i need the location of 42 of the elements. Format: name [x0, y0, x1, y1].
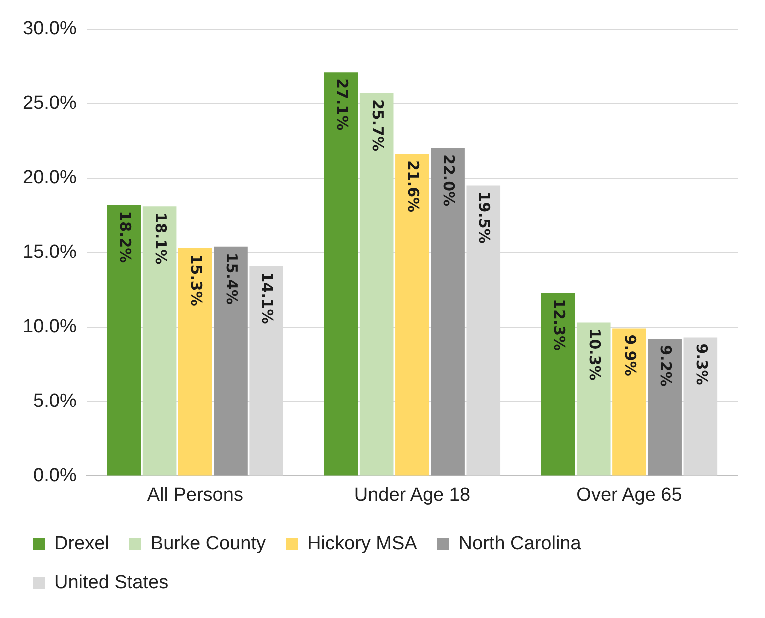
bar	[576, 322, 611, 476]
data-label: 18.1%	[152, 212, 170, 265]
data-label: 22.0%	[440, 154, 458, 207]
legend-label: Hickory MSA	[308, 534, 418, 555]
x-tick-label: Under Age 18	[354, 484, 471, 506]
y-tick-label: 15.0%	[23, 242, 77, 264]
data-label: 9.9%	[622, 334, 640, 376]
data-label: 19.5%	[476, 192, 494, 244]
bar	[178, 248, 212, 476]
y-tick-label: 5.0%	[34, 390, 77, 412]
bar	[648, 339, 682, 476]
bar	[142, 206, 177, 476]
y-tick-label: 0.0%	[34, 465, 77, 486]
bar	[612, 328, 646, 476]
data-label: 10.3%	[586, 328, 604, 381]
data-label: 14.1%	[258, 272, 277, 324]
x-tick-label: All Persons	[147, 484, 244, 506]
data-label: 21.6%	[404, 160, 423, 213]
bar	[214, 246, 248, 476]
y-tick-label: 20.0%	[23, 168, 77, 189]
bar	[107, 205, 142, 476]
legend-label: Drexel	[54, 534, 110, 555]
data-label: 12.3%	[550, 299, 568, 352]
data-label: 15.3%	[188, 254, 206, 306]
legend-label: North Carolina	[458, 534, 582, 555]
data-label: 9.3%	[692, 344, 711, 386]
y-tick-label: 30.0%	[23, 18, 77, 40]
x-tick-label: Over Age 65	[576, 484, 682, 506]
data-label: 18.2%	[116, 211, 134, 264]
data-label: 25.7%	[368, 99, 387, 152]
data-label: 27.1%	[333, 78, 352, 131]
bar	[541, 293, 576, 476]
bar	[324, 72, 358, 476]
y-tick-label: 10.0%	[23, 316, 77, 338]
data-label: 9.2%	[657, 345, 676, 387]
data-label: 15.4%	[223, 252, 242, 305]
legend-label: Burke County	[150, 534, 267, 555]
legend-label: United States	[54, 572, 169, 594]
bar	[396, 154, 430, 476]
bar	[431, 148, 465, 476]
y-tick-label: 25.0%	[23, 93, 77, 114]
bar	[360, 93, 394, 476]
